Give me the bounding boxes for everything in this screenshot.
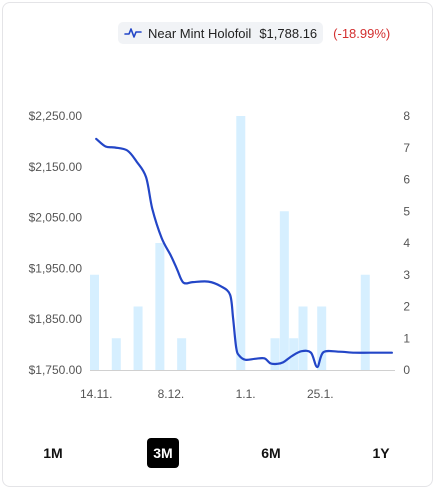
- volume-bar: [317, 306, 327, 370]
- x-tick-label: 25.1.: [307, 387, 334, 401]
- y-right-tick-label: 7: [403, 141, 410, 155]
- pulse-icon: [124, 28, 142, 38]
- range-3m-button[interactable]: 3M: [147, 438, 179, 468]
- y-left-tick-label: $2,250.00: [29, 109, 83, 123]
- volume-bar: [360, 274, 370, 370]
- y-left-tick-label: $2,050.00: [29, 211, 83, 225]
- volume-bar: [133, 306, 143, 370]
- volume-bar: [270, 338, 280, 370]
- legend-price: $1,788.16: [259, 25, 318, 41]
- y-left-tick-label: $1,750.00: [29, 363, 83, 377]
- x-tick-label: 1.1.: [236, 387, 256, 401]
- x-tick-label: 14.11.: [80, 387, 112, 401]
- y-left-tick-label: $1,950.00: [29, 261, 83, 275]
- y-axis-left: $1,750.00 $1,850.00 $1,950.00 $2,050.00 $2,1…: [29, 109, 83, 377]
- y-right-tick-label: 2: [403, 300, 410, 314]
- y-right-tick-label: 5: [403, 204, 410, 218]
- legend-change: (-18.99%): [333, 25, 391, 41]
- volume-bar: [177, 338, 187, 370]
- y-left-tick-label: $1,850.00: [29, 312, 83, 326]
- volume-bar: [155, 243, 165, 370]
- volume-bar: [90, 274, 99, 370]
- y-axis-right: 0 1 2 3 4 5 6 7 8: [403, 109, 410, 377]
- y-right-tick-label: 8: [403, 109, 410, 123]
- price-line: [95, 137, 393, 369]
- range-6m-button[interactable]: 6M: [261, 445, 281, 461]
- legend-label: Near Mint Holofoil: [148, 25, 252, 41]
- y-right-tick-label: 4: [403, 236, 410, 250]
- range-selector: 1M 3M 6M 1Y: [0, 438, 438, 468]
- chart-legend[interactable]: Near Mint Holofoil $1,788.16 (-18.99%): [118, 22, 390, 44]
- range-1m-button[interactable]: 1M: [43, 445, 63, 461]
- volume-bar: [111, 338, 121, 370]
- range-1y-button[interactable]: 1Y: [372, 445, 390, 461]
- legend-chip[interactable]: Near Mint Holofoil $1,788.16: [118, 22, 324, 44]
- y-right-tick-label: 6: [403, 173, 410, 187]
- x-tick-label: 8.12.: [158, 387, 185, 401]
- price-chart: $1,750.00 $1,850.00 $1,950.00 $2,050.00 $2,1…: [29, 109, 411, 401]
- y-right-tick-label: 3: [403, 268, 410, 282]
- y-right-tick-label: 0: [403, 363, 410, 377]
- y-left-tick-label: $2,150.00: [29, 160, 83, 174]
- price-lines: [95, 137, 393, 369]
- volume-bar: [298, 306, 308, 370]
- volume-bar: [279, 211, 289, 370]
- y-right-tick-label: 1: [403, 331, 410, 345]
- chart-card: [2, 2, 433, 487]
- x-axis: 14.11. 8.12. 1.1. 25.1.: [80, 370, 395, 401]
- volume-bar: [236, 116, 246, 370]
